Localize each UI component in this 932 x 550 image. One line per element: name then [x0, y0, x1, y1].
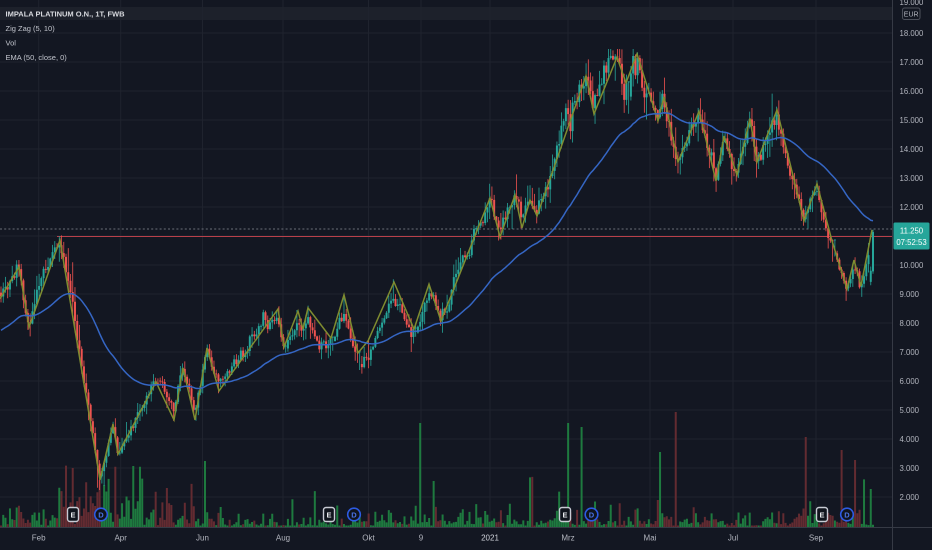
svg-text:3.000: 3.000: [900, 464, 920, 473]
svg-text:07:52:53: 07:52:53: [896, 238, 926, 247]
svg-text:Jun: Jun: [196, 534, 209, 543]
svg-text:12.000: 12.000: [900, 203, 925, 212]
svg-text:9.000: 9.000: [900, 290, 920, 299]
svg-text:E: E: [562, 510, 567, 519]
svg-text:10.000: 10.000: [900, 261, 925, 270]
svg-text:5.000: 5.000: [900, 406, 920, 415]
svg-text:IMPALA PLATINUM O.N., 1T, FWB: IMPALA PLATINUM O.N., 1T, FWB: [6, 9, 126, 18]
svg-text:EUR: EUR: [904, 11, 919, 18]
svg-text:15.000: 15.000: [900, 116, 925, 125]
svg-text:Mai: Mai: [644, 534, 657, 543]
svg-text:Jul: Jul: [728, 534, 738, 543]
svg-text:Feb: Feb: [32, 534, 46, 543]
svg-text:16.000: 16.000: [900, 87, 925, 96]
svg-text:Sep: Sep: [809, 534, 824, 543]
svg-text:9: 9: [419, 534, 424, 543]
svg-text:18.000: 18.000: [900, 29, 925, 38]
svg-text:17.000: 17.000: [900, 58, 925, 67]
svg-text:Okt: Okt: [362, 534, 375, 543]
svg-text:4.000: 4.000: [900, 435, 920, 444]
svg-text:Apr: Apr: [114, 534, 127, 543]
svg-text:2.000: 2.000: [900, 493, 920, 502]
svg-text:D: D: [98, 510, 104, 519]
svg-text:Zig Zag (5, 10): Zig Zag (5, 10): [6, 24, 56, 33]
svg-text:Aug: Aug: [276, 534, 290, 543]
svg-text:7.000: 7.000: [900, 348, 920, 357]
svg-text:D: D: [844, 510, 850, 519]
svg-text:2021: 2021: [481, 534, 499, 543]
svg-text:13.000: 13.000: [900, 174, 925, 183]
svg-text:Mrz: Mrz: [561, 534, 574, 543]
svg-text:Vol: Vol: [6, 39, 17, 48]
svg-text:D: D: [351, 510, 357, 519]
svg-text:E: E: [70, 510, 75, 519]
svg-text:E: E: [819, 510, 824, 519]
svg-text:6.000: 6.000: [900, 377, 920, 386]
svg-text:8.000: 8.000: [900, 319, 920, 328]
svg-text:11.250: 11.250: [900, 227, 924, 236]
svg-text:19.000: 19.000: [900, 0, 925, 7]
svg-text:14.000: 14.000: [900, 145, 925, 154]
svg-text:E: E: [326, 510, 331, 519]
svg-text:EMA (50, close, 0): EMA (50, close, 0): [6, 53, 68, 62]
svg-text:D: D: [589, 510, 595, 519]
